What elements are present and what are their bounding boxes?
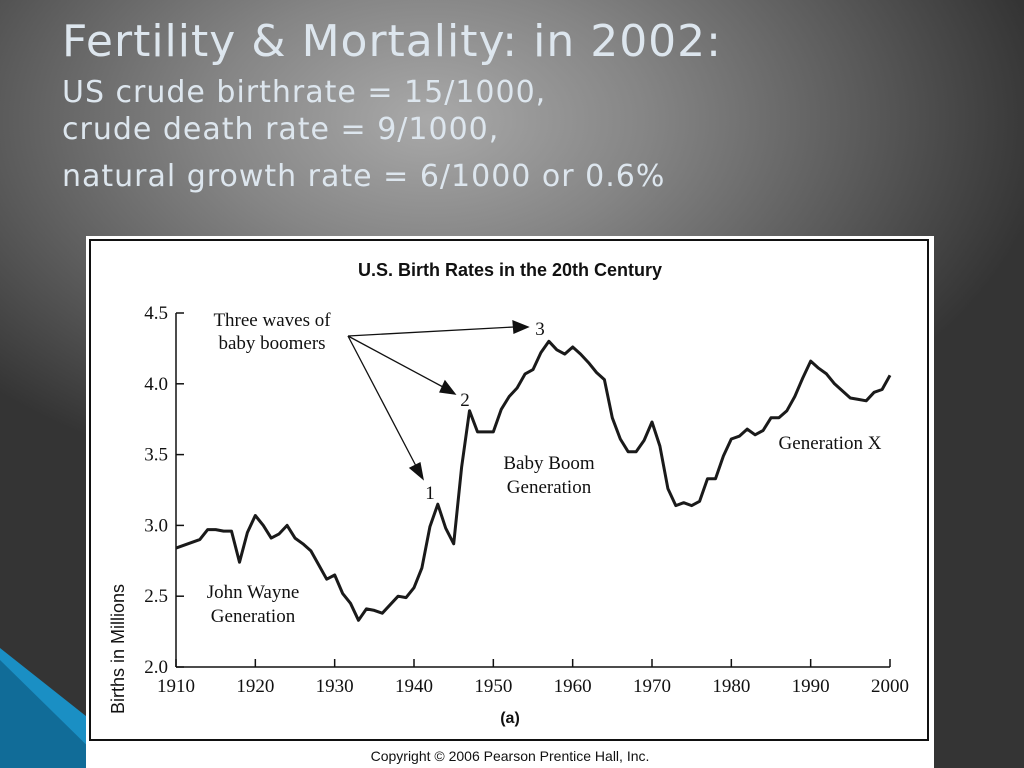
- x-tick-label: 1910: [157, 676, 195, 697]
- wave-marker-1: 1: [425, 483, 435, 504]
- x-tick-label: 1920: [236, 676, 274, 697]
- chart-border: [89, 239, 929, 741]
- title-line-2: US crude birthrate = 15/1000,: [62, 75, 547, 111]
- arrow-to-wave-2: [347, 335, 444, 388]
- x-tick-label: 1960: [554, 676, 592, 697]
- wave-marker-3: 3: [535, 319, 545, 340]
- y-axis-label: Births in Millions: [108, 584, 128, 714]
- annotation-arrows: [347, 320, 530, 481]
- wave-marker-2: 2: [460, 390, 470, 411]
- x-tick-label: 1940: [395, 676, 433, 697]
- baby-boom-label-line2: Generation: [507, 477, 592, 498]
- x-tick-label: 1950: [474, 676, 512, 697]
- birth-rate-chart: U.S. Birth Rates in the 20th Century Bir…: [89, 239, 929, 764]
- title-line-1: Fertility & Mortality: in 2002:: [62, 16, 722, 67]
- x-tick-label: 1930: [316, 676, 354, 697]
- arrow-head-wave-2: [439, 379, 457, 395]
- y-tick-label: 3.5: [144, 445, 168, 466]
- chart-axes: [175, 313, 890, 668]
- x-tick-label: 1970: [633, 676, 671, 697]
- john-wayne-label-line2: Generation: [211, 606, 296, 627]
- y-tick-label: 4.0: [144, 374, 168, 395]
- x-tick-label: 1980: [712, 676, 750, 697]
- generation-x-label: Generation X: [779, 433, 882, 454]
- arrow-head-wave-3: [512, 320, 530, 334]
- y-tick-label: 2.5: [144, 586, 168, 607]
- chart-annotations: Three waves of baby boomers 1 2 3 John W…: [207, 310, 882, 627]
- waves-label-line2: baby boomers: [218, 333, 325, 354]
- y-axis-ticks: 2.0 2.5 3.0 3.5 4.0 4.5: [144, 303, 184, 678]
- copyright-notice: Copyright © 2006 Pearson Prentice Hall, …: [371, 748, 650, 764]
- x-tick-label: 1990: [792, 676, 830, 697]
- baby-boom-label-line1: Baby Boom: [503, 453, 595, 474]
- chart-caption: (a): [500, 710, 520, 727]
- arrow-to-wave-1: [347, 335, 417, 467]
- x-tick-label: 2000: [871, 676, 909, 697]
- chart-panel: U.S. Birth Rates in the 20th Century Bir…: [86, 236, 934, 768]
- birth-rate-series-line: [175, 339, 892, 622]
- y-tick-label: 2.0: [144, 657, 168, 678]
- y-tick-label: 4.5: [144, 303, 168, 324]
- x-axis-ticks: 1910 1920 1930 1940 1950 1960 1970 1980 1990 2000: [157, 659, 909, 697]
- arrow-head-wave-1: [408, 462, 424, 481]
- waves-label-line1: Three waves of: [213, 310, 331, 331]
- arrow-to-wave-3: [347, 326, 515, 337]
- john-wayne-label-line1: John Wayne: [207, 582, 300, 603]
- chart-title: U.S. Birth Rates in the 20th Century: [358, 260, 662, 280]
- chart-series: [175, 339, 892, 622]
- title-line-4: natural growth rate = 6/1000 or 0.6%: [62, 159, 666, 195]
- y-tick-label: 3.0: [144, 515, 168, 536]
- title-line-3: crude death rate = 9/1000,: [62, 112, 500, 148]
- slide-title: Fertility & Mortality: in 2002: US crude…: [62, 16, 722, 195]
